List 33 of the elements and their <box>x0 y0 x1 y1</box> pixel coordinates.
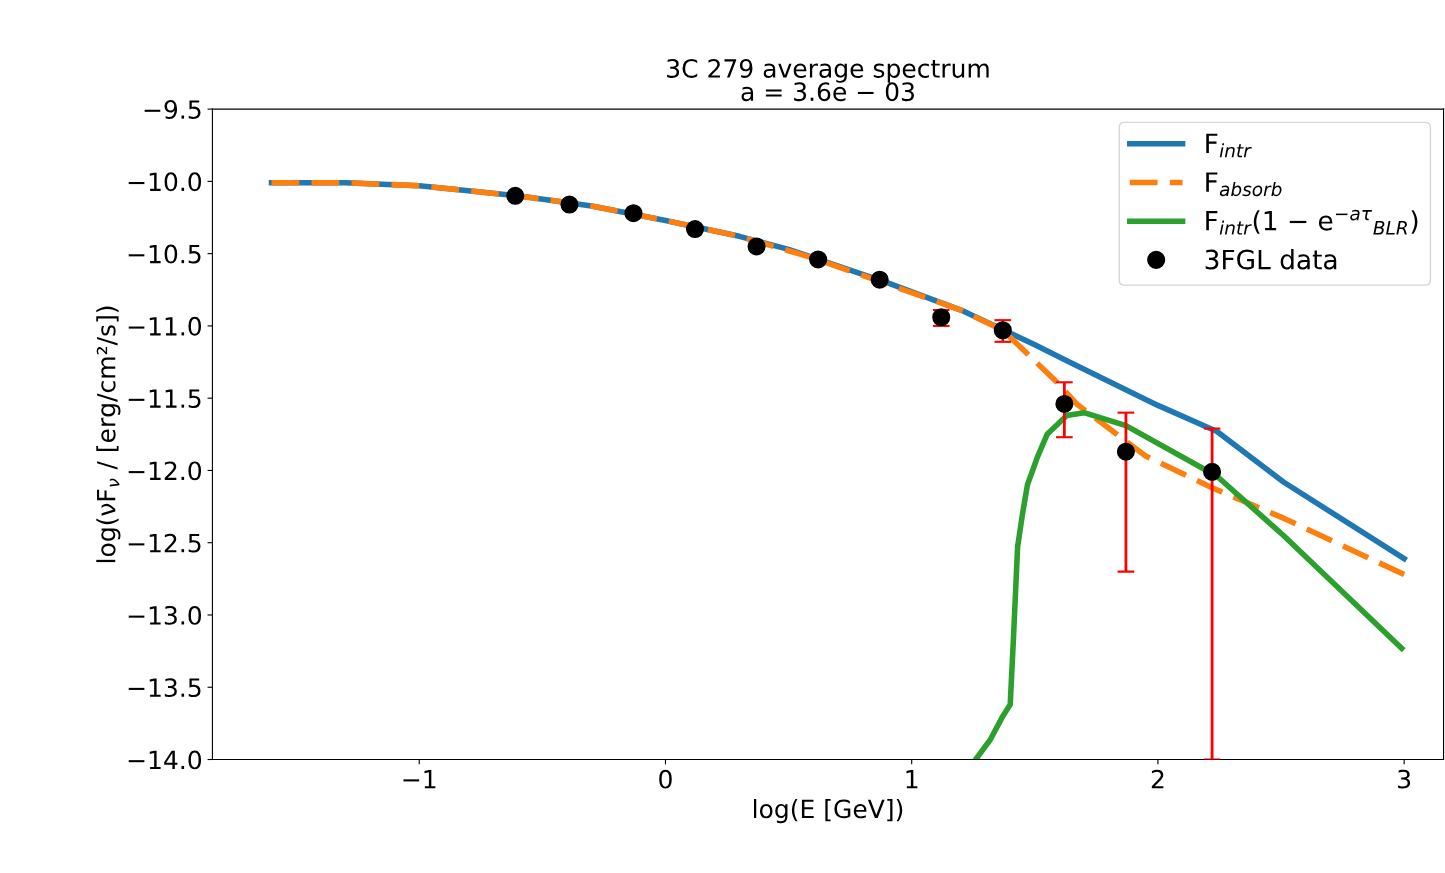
point <box>624 204 643 223</box>
point <box>809 250 828 269</box>
y-tick-label: −12.0 <box>128 461 202 481</box>
y-tick-label: −11.5 <box>128 389 201 409</box>
point <box>1055 394 1074 413</box>
y-tick-label: −10.0 <box>128 172 202 192</box>
y-tick-label: −10.5 <box>128 244 201 264</box>
point <box>560 195 579 214</box>
y-tick-label: −12.5 <box>128 533 201 553</box>
chart-subtitle: a = 3.6e − 03 <box>741 82 914 102</box>
point <box>506 186 525 205</box>
y-tick-label: −13.0 <box>128 605 202 625</box>
x-axis-title: log(E [GeV]) <box>753 798 903 824</box>
legend-label: F$_{intr}$ <box>1206 133 1252 158</box>
x-tick-label: −1 <box>403 770 436 789</box>
point <box>685 220 705 239</box>
x-tick-label: 1 <box>906 770 918 789</box>
y-tick-label: −9.5 <box>144 100 201 119</box>
point <box>870 270 889 289</box>
x-tick-label: 3 <box>1398 769 1411 789</box>
y-tick-label: −13.5 <box>128 678 201 698</box>
y-axis-title: log(νF$_{ν}$ / [erg/cm²/s]) <box>96 306 121 563</box>
y-tick-label: −14.0 <box>128 750 202 770</box>
y-tick-label: −11.0 <box>128 316 202 336</box>
point <box>1116 442 1135 461</box>
legend-label: F$_{absorb}$ <box>1206 172 1282 197</box>
point <box>1203 462 1222 481</box>
x-tick-label: 0 <box>659 769 672 789</box>
legend-label: 3FGL data <box>1205 249 1337 270</box>
chart-title: 3C 279 average spectrum <box>667 58 989 83</box>
x-tick-label: 2 <box>1151 769 1164 789</box>
point <box>747 237 766 256</box>
legend-label: F$_{intr}$(1 − e$^{−aτ}$$_{BLR}$) <box>1206 209 1418 235</box>
